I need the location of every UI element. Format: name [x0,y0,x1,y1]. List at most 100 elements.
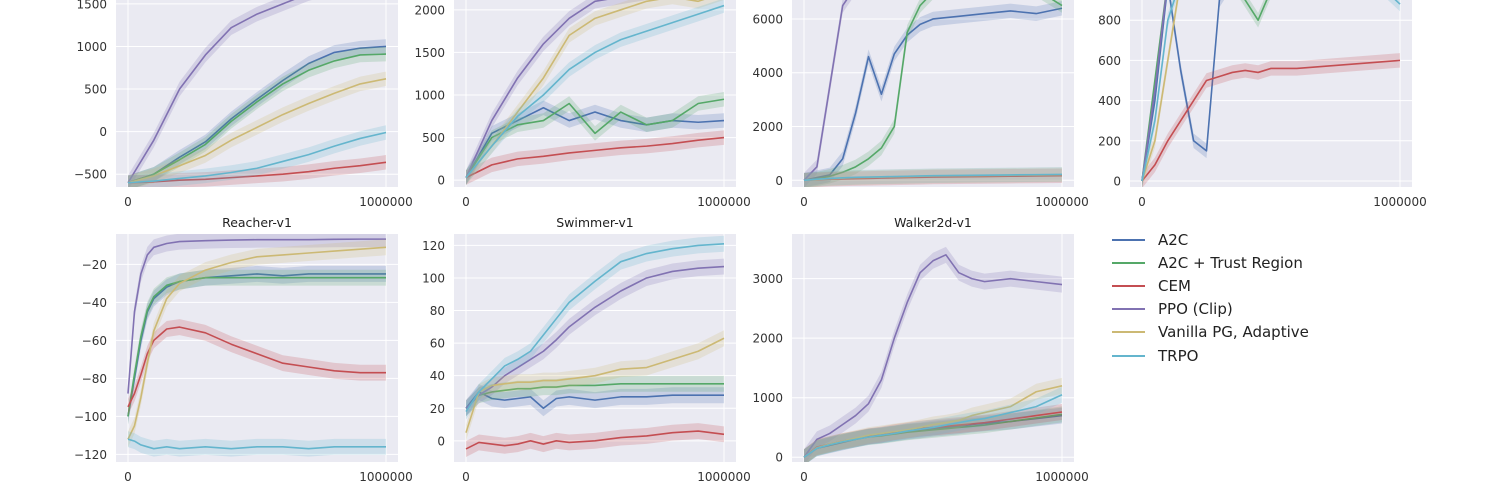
subplot-title: Reacher-v1 [222,215,292,230]
plot-background [454,234,736,462]
y-tick-label: 600 [1098,54,1121,68]
confidence-band [804,167,1062,187]
subplot-4: 0 200 400 600 800 0 1000000 [1098,0,1427,209]
confidence-band [128,234,386,402]
confidence-band [128,265,386,425]
series-trpo [465,235,725,420]
confidence-band [466,0,724,185]
confidence-band [128,431,386,457]
legend-label: PPO (Clip) [1158,300,1233,319]
confidence-band [466,375,724,417]
x-tick-label: 0 [800,470,808,481]
series-line [465,265,725,409]
series-line [127,131,387,184]
series-a2c [803,0,1063,187]
legend-item-trpo: TRPO [1112,344,1309,367]
series-line [127,326,386,408]
confidence-band [128,319,386,415]
x-tick-label: 1000000 [359,470,412,481]
x-tick-label: 0 [462,470,470,481]
series-line [465,383,724,409]
y-tick-label: 60 [430,337,445,351]
x-tick-label: 1000000 [359,195,412,209]
series-line [803,394,1063,458]
series-vanilla-pg-adaptive [127,71,387,187]
y-tick-label: 6000 [752,12,783,26]
y-tick-label: 0 [1113,174,1121,188]
series-trpo [127,125,387,187]
y-tick-label: 80 [430,304,445,318]
confidence-band [1142,53,1400,187]
y-tick-label: 0 [775,451,783,465]
confidence-band [804,386,1062,462]
y-tick-label: 0 [437,434,445,448]
series-vanilla-pg-adaptive [465,0,724,185]
y-tick-label: −60 [82,334,107,348]
series-line [465,0,608,178]
y-tick-label: −500 [74,168,107,182]
series-trpo [465,0,725,185]
series-vanilla-pg-adaptive [127,239,387,448]
confidence-band [466,130,724,185]
series-cem [465,423,725,457]
subplot-6: 0 20 40 60 80 100 120 0 1000000 Swimmer-v1 [422,215,751,481]
confidence-band [804,377,1062,462]
legend-label: A2C + Trust Region [1158,253,1303,272]
series-a2c-trust-region [465,92,725,185]
series-line [803,0,848,181]
x-tick-label: 0 [1138,195,1146,209]
y-tick-label: 0 [437,174,445,188]
y-tick-label: 1000 [76,40,107,54]
y-tick-label: 200 [1098,134,1121,148]
legend-item-ppo-clip: PPO (Clip) [1112,298,1309,321]
confidence-band [804,0,1062,187]
series-line [465,4,725,179]
x-tick-label: 0 [462,195,470,209]
plot-background [116,234,398,462]
series-line [465,430,725,450]
y-tick-label: 2000 [414,3,445,17]
y-tick-label: 40 [430,369,445,383]
series-line [803,254,1063,458]
series-ppo-clip [803,0,852,187]
y-tick-label: 2000 [752,332,783,346]
series-line [127,53,387,184]
y-tick-label: 500 [422,131,445,145]
confidence-band [804,404,1062,462]
x-tick-label: 1000000 [697,195,750,209]
y-tick-label: 100 [422,271,445,285]
series-ppo-clip [127,234,386,402]
series-ppo-clip [465,0,699,185]
series-line [127,246,387,440]
series-line [127,0,295,184]
confidence-band [804,0,852,187]
y-tick-label: 0 [775,174,783,188]
legend-swatch [1112,354,1145,357]
y-tick-label: 1500 [414,46,445,60]
subplot-7: 0 1000 2000 3000 0 1000000 Walker2d-v1 [752,215,1088,481]
series-line [1141,0,1401,182]
series-line [803,0,1063,182]
y-tick-label: 4000 [752,66,783,80]
subplot-5: −120 −100 −80 −60 −40 −20 0 1000000 Reacher-v1 [74,215,413,481]
confidence-band [466,423,724,457]
legend-swatch [1112,331,1145,334]
y-tick-label: −20 [82,258,107,272]
series-cem [1141,53,1401,187]
confidence-band [466,330,724,441]
legend-item-cem: CEM [1112,274,1309,297]
series-cem [465,130,725,185]
x-tick-label: 1000000 [1373,195,1426,209]
x-tick-label: 0 [124,470,132,481]
confidence-band [128,125,386,187]
series-line [1141,0,1179,182]
legend-item-a2c-trust-region: A2C + Trust Region [1112,251,1309,274]
subplot-title: Walker2d-v1 [894,215,972,230]
series-cem [127,155,387,187]
x-tick-label: 0 [124,195,132,209]
subplot-title: Swimmer-v1 [556,215,634,230]
series-trpo [803,167,1063,187]
series-a2c [465,100,725,185]
y-tick-label: 800 [1098,14,1121,28]
legend-label: CEM [1158,276,1191,295]
